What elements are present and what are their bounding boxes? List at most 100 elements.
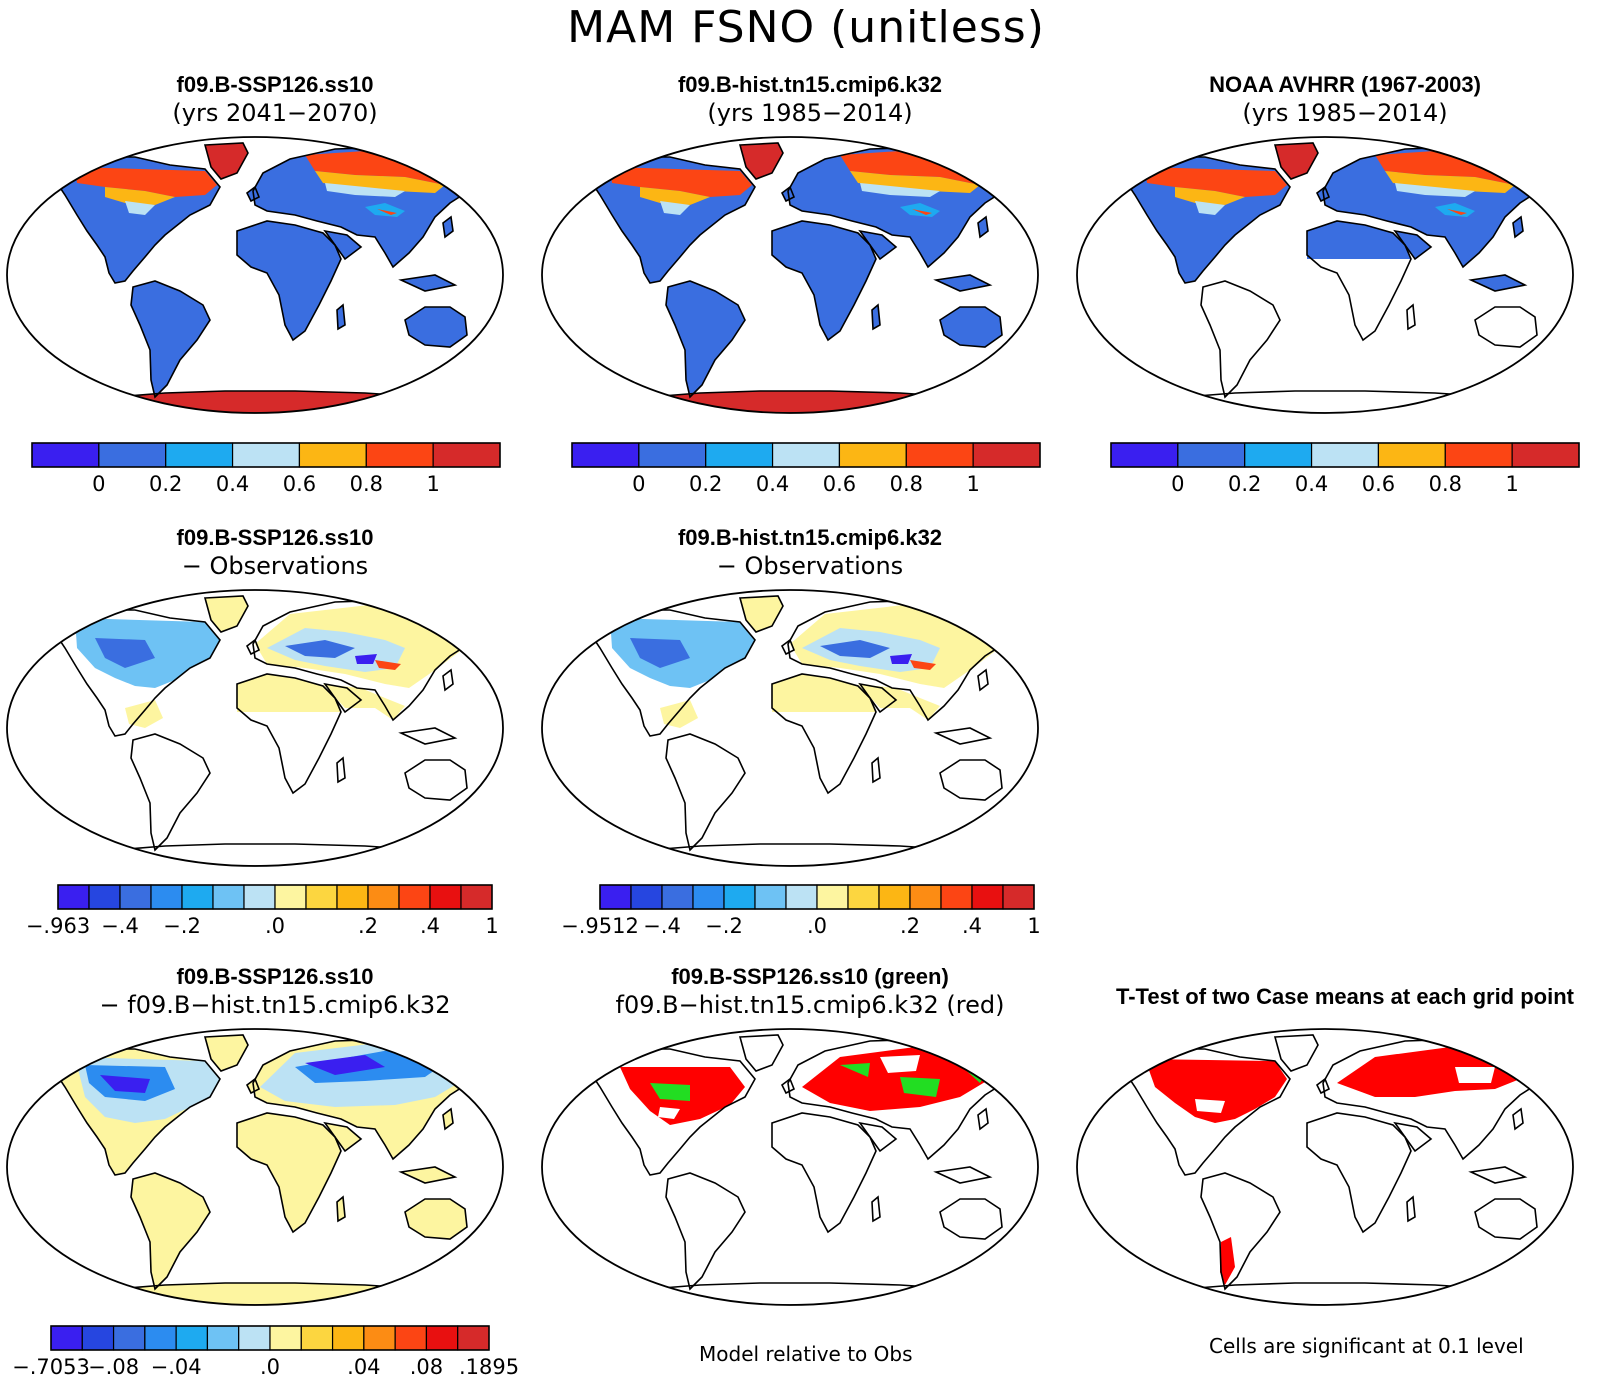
- colorbar-box: [394, 1325, 428, 1351]
- colorbar-box: [150, 884, 183, 910]
- colorbar-p3: 0 0.2 0.4 0.6 0.8 1: [1110, 442, 1580, 501]
- panel-title-line1: f09.B-SSP126.ss10: [176, 525, 374, 550]
- colorbar-box: [785, 884, 818, 910]
- panel-title-p9: T-Test of two Case means at each grid po…: [1065, 982, 1612, 1011]
- colorbar-box: [181, 884, 214, 910]
- map-svg: [6, 136, 504, 414]
- coastline-sa: [1200, 1172, 1281, 1291]
- map-panel-p2: [540, 135, 1040, 415]
- colorbar-box: [425, 1325, 459, 1351]
- colorbar-p2: 0 0.2 0.4 0.6 0.8 1: [571, 442, 1041, 501]
- colorbar-tick-label: .04: [347, 1355, 380, 1379]
- panel-title-line2: f09.B−hist.tn15.cmip6.k32 (red): [615, 991, 1005, 1019]
- land-fill: [1010, 340, 1022, 357]
- colorbar-tick-label: .0: [260, 1355, 280, 1379]
- coastline-japan: [1512, 215, 1524, 239]
- colorbar-tick-label: 0.4: [1295, 472, 1328, 496]
- land-fill: [237, 221, 341, 340]
- colorbar-box: [599, 884, 632, 910]
- coastline-greenland: [738, 1034, 784, 1072]
- coastline-arab: [858, 682, 898, 714]
- map-panel-p5: [540, 588, 1040, 868]
- colorbar-tick-label: .2: [900, 914, 920, 938]
- colorbar-box: [300, 1325, 334, 1351]
- snow-low-band: [1195, 201, 1225, 215]
- panel-title-line1: NOAA AVHRR (1967-2003): [1209, 72, 1481, 97]
- coastline-uk: [780, 1077, 796, 1095]
- colorbar-box: [144, 1325, 177, 1351]
- coastline-sa: [665, 280, 746, 399]
- colorbar-tick-label: .2: [358, 914, 378, 938]
- colorbar-box: [940, 884, 973, 910]
- colorbar-box: [31, 442, 100, 468]
- coastline-greenland: [203, 595, 249, 633]
- colorbar-box: [81, 1325, 115, 1351]
- coastline-indo: [398, 274, 458, 292]
- colorbar-tick-label: .1895: [459, 1355, 519, 1379]
- colorbar-tick-label: 1: [426, 472, 439, 496]
- colorbar-tick-label: .4: [420, 914, 440, 938]
- panel-title-p7: f09.B-SSP126.ss10 − f09.B−hist.tn15.cmip…: [5, 962, 545, 1020]
- coastline-arab: [323, 229, 363, 261]
- coastline-japan: [442, 668, 454, 692]
- colorbar-box: [269, 1325, 302, 1351]
- panel-title-p2: f09.B-hist.tn15.cmip6.k32 (yrs 1985−2014…: [540, 70, 1080, 128]
- coastline-arab: [858, 229, 898, 261]
- bias-greenland: [205, 596, 248, 632]
- bias-africa: [772, 674, 876, 712]
- coastline-nz: [474, 338, 489, 359]
- map-panel-p4: [5, 588, 505, 868]
- coastline-ant: [639, 843, 1031, 866]
- snow-high-band: [610, 167, 752, 197]
- colorbar-tick-label: 0.2: [149, 472, 182, 496]
- colorbar-tick-label: .08: [410, 1355, 443, 1379]
- colorbar-box: [112, 1325, 146, 1351]
- colorbar-box: [336, 884, 369, 910]
- colorbar-box: [238, 1325, 271, 1351]
- map-border: [6, 1028, 504, 1306]
- panel-title-line2: − Observations: [716, 552, 904, 580]
- panel-title-line2: (yrs 1985−2014): [1242, 99, 1448, 127]
- colorbar-tick-label: 0.6: [283, 472, 316, 496]
- coastline-na: [588, 609, 756, 737]
- bias-negative: [285, 640, 355, 658]
- panel-title-line2: − f09.B−hist.tn15.cmip6.k32: [99, 991, 451, 1019]
- colorbar-box: [50, 1325, 83, 1351]
- coastline-nz: [1009, 338, 1024, 359]
- land-fill: [325, 231, 361, 259]
- colorbar-box: [1511, 442, 1580, 468]
- coastline-aus: [404, 1198, 468, 1240]
- coastline-afr: [1306, 1112, 1412, 1234]
- map-svg: [1076, 136, 1574, 414]
- colorbar-tick-label: 0.2: [1228, 472, 1261, 496]
- panel-title-line1: f09.B-hist.tn15.cmip6.k32: [677, 525, 943, 550]
- colorbar-tick-label: 1: [485, 914, 498, 938]
- coastline-ant: [1174, 390, 1566, 413]
- plateau-peak: [377, 209, 397, 215]
- colorbar-box: [57, 884, 90, 910]
- map-fill-layer: [1125, 143, 1567, 291]
- map-border: [541, 1028, 1039, 1306]
- bias-central-america: [660, 700, 698, 728]
- coastline-sa: [130, 733, 211, 852]
- bias-negative: [820, 640, 890, 658]
- colorbar-box: [847, 884, 880, 910]
- coastline-ant: [639, 390, 1031, 413]
- coastline-nz: [1009, 1230, 1024, 1251]
- panel-title-p5: f09.B-hist.tn15.cmip6.k32 − Observations: [540, 523, 1080, 581]
- map-fill-layer: [75, 596, 495, 728]
- bias-positive: [375, 660, 401, 670]
- colorbar-box: [231, 442, 301, 468]
- coastline-indo: [933, 274, 993, 292]
- panel-title-line1: f09.B-SSP126.ss10: [176, 964, 374, 989]
- colorbar-box: [692, 884, 725, 910]
- map-fill-layer: [610, 596, 1030, 728]
- colorbar-box: [460, 884, 493, 910]
- colorbar-box: [298, 442, 367, 468]
- diff-strong-negative: [100, 1075, 150, 1093]
- colorbar-box: [305, 884, 338, 910]
- colorbar-tick-label: −.4: [101, 914, 139, 938]
- map-fill-layer: [55, 143, 497, 413]
- coastline-uk: [780, 638, 796, 656]
- colorbar-tick-label: .4: [962, 914, 982, 938]
